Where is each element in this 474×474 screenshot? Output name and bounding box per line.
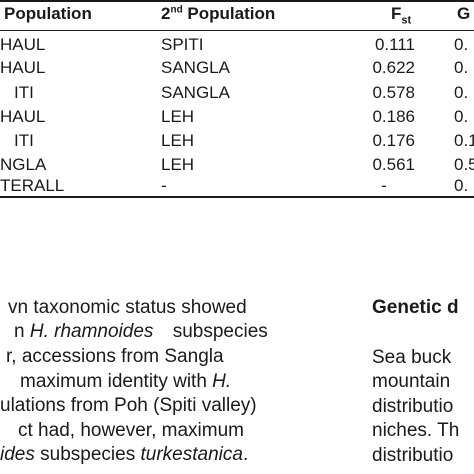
text-line: ides subspecies turkestanica. — [0, 443, 248, 466]
text-span: . — [242, 444, 249, 465]
row-pop2: - — [161, 176, 167, 195]
header-fst: Fst — [391, 4, 412, 27]
row-fst: 0.561 — [372, 155, 415, 174]
row-pop2: SANGLA — [161, 58, 230, 77]
species-name: ides — [0, 444, 35, 465]
row-fst: 0.111 — [374, 35, 415, 54]
text-line: distributio — [372, 445, 454, 466]
row-fst: 0.578 — [372, 83, 415, 102]
row-fst: - — [381, 176, 387, 195]
header-second-population-suffix: nd — [170, 4, 183, 16]
row-col4: 0.5 — [454, 155, 474, 174]
text-span: maximum identity with — [20, 371, 213, 392]
text-line: ulations from Poh (Spiti valley) — [0, 395, 257, 416]
species-name: H. rhamnoides — [29, 321, 154, 342]
row-pop1: NGLA — [0, 155, 47, 174]
row-pop1: ITI — [14, 131, 34, 150]
header-second-population-number: 2 — [161, 4, 171, 23]
row-pop1: ITI — [14, 83, 34, 102]
text-line: Sea buck — [372, 347, 452, 368]
table-header-rule — [0, 30, 474, 31]
row-col4: 0. — [454, 35, 469, 54]
row-pop2: SPITI — [161, 35, 204, 54]
row-pop2: SANGLA — [161, 83, 230, 102]
species-name: H. — [212, 371, 232, 392]
text-line: distributio — [372, 396, 454, 417]
row-pop2: LEH — [161, 131, 195, 150]
text-span: subspecies — [167, 321, 268, 342]
table-bottom-rule — [0, 196, 474, 198]
species-name: turkestanica — [140, 444, 243, 465]
row-fst: 0.622 — [372, 58, 415, 77]
row-pop2: LEH — [161, 107, 195, 126]
header-population: Population — [4, 4, 92, 23]
text-span: n — [14, 321, 30, 342]
row-pop1: HAUL — [0, 107, 46, 126]
text-span: subspecies — [34, 444, 141, 465]
text-line: n H. rhamnoides subspecies — [14, 320, 268, 343]
row-pop1: TERALL — [0, 176, 65, 195]
header-fst-main: F — [391, 4, 402, 23]
text-line: r, accessions from Sangla — [6, 346, 224, 367]
row-pop2: LEH — [161, 155, 195, 174]
text-line: niches. Th — [372, 420, 460, 441]
section-heading: Genetic d — [372, 297, 459, 318]
row-pop1: HAUL — [0, 58, 46, 77]
row-col4: 0. — [454, 83, 469, 102]
text-line: maximum identity with H. — [20, 370, 231, 393]
header-fst-sub: st — [401, 14, 412, 27]
row-col4: 0. — [454, 176, 469, 195]
row-pop1: HAUL — [0, 35, 46, 54]
row-col4: 0. — [454, 58, 469, 77]
header-col4: G — [457, 4, 471, 23]
row-fst: 0.176 — [372, 131, 415, 150]
row-fst: 0.186 — [372, 107, 415, 126]
text-line: vn taxonomic status showed — [8, 297, 247, 318]
header-second-population: 2nd Population — [161, 4, 275, 24]
header-second-population-label: Population — [182, 4, 276, 23]
row-col4: 0. — [454, 107, 469, 126]
text-line: ct had, however, maximum — [18, 420, 244, 441]
text-line: mountain — [372, 371, 451, 392]
row-col4: 0.1 — [454, 131, 474, 150]
table-top-rule — [0, 0, 474, 2]
